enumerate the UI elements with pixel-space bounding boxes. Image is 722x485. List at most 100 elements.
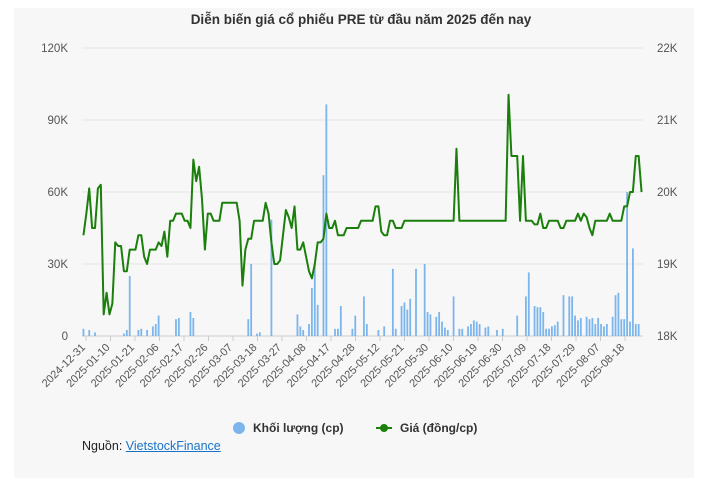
volume-bar	[415, 268, 417, 336]
volume-bar	[94, 332, 96, 336]
volume-bar	[88, 330, 91, 336]
legend-item-volume[interactable]: Khối lượng (cp)	[233, 421, 344, 435]
volume-bar	[579, 318, 582, 336]
volume-bar	[487, 326, 490, 336]
volume-bar	[611, 316, 614, 336]
volume-bar	[140, 328, 143, 336]
right-tick-label: 21K	[657, 115, 678, 127]
volume-bar	[334, 328, 336, 336]
volume-bar	[542, 312, 545, 336]
volume-bar	[605, 324, 608, 336]
volume-bar	[472, 320, 475, 336]
volume-bar	[299, 326, 302, 336]
volume-bar	[426, 312, 429, 336]
volume-bar	[123, 333, 125, 336]
volume-bar	[316, 304, 319, 336]
left-tick-label: 30K	[48, 259, 69, 271]
volume-bar	[258, 332, 261, 336]
volume-bar	[556, 321, 559, 336]
volume-bar	[461, 328, 464, 336]
volume-bar	[634, 324, 637, 336]
volume-bar	[470, 324, 472, 336]
volume-bar	[536, 307, 539, 336]
legend-volume-label: Khối lượng (cp)	[253, 421, 344, 435]
legend-item-price[interactable]: Giá (đồng/cp)	[376, 421, 477, 435]
volume-bar	[270, 219, 273, 336]
x-axis-ticks: 2024-12-312025-01-102025-01-212025-02-06…	[40, 336, 627, 390]
legend-volume-marker	[233, 422, 245, 434]
legend-price-marker	[380, 424, 388, 432]
volume-bar	[475, 321, 478, 336]
volume-bar	[400, 306, 403, 336]
grid-lines	[82, 47, 643, 337]
volume-bar	[151, 326, 154, 336]
volume-bar	[146, 330, 148, 336]
volume-bar	[128, 276, 131, 336]
volume-bar	[524, 296, 527, 336]
volume-bar	[429, 314, 432, 336]
volume-bar	[626, 192, 628, 336]
volume-bar	[588, 319, 591, 336]
volume-bar	[452, 296, 455, 336]
chart-title: Diễn biến giá cổ phiếu PRE từ đầu năm 20…	[190, 12, 532, 27]
volume-bar	[623, 319, 626, 336]
volume-bar	[365, 324, 368, 336]
left-tick-label: 120K	[41, 43, 68, 55]
legend[interactable]: Khối lượng (cp) Giá (đồng/cp)	[233, 421, 477, 435]
volume-bar	[501, 328, 504, 336]
volume-bar	[403, 302, 406, 336]
volume-bar	[545, 328, 548, 336]
volume-bar	[446, 330, 449, 336]
right-axis-ticks: 18K 19K 20K 21K 22K	[657, 43, 678, 343]
volume-bar	[562, 295, 565, 336]
right-tick-label: 22K	[657, 43, 678, 55]
volume-bar	[444, 327, 446, 336]
volume-bar	[585, 316, 588, 336]
source-note: Nguồn: VietstockFinance	[82, 439, 221, 453]
right-tick-label: 18K	[657, 331, 678, 343]
volume-bar	[313, 264, 316, 336]
volume-bar	[423, 264, 426, 336]
price-line	[82, 93, 643, 316]
volume-bar	[568, 296, 571, 336]
volume-bar	[310, 288, 313, 336]
right-tick-label: 19K	[657, 259, 678, 271]
volume-bar	[409, 298, 412, 336]
volume-bar	[322, 175, 325, 336]
volume-bar	[296, 314, 299, 336]
left-tick-label: 0	[62, 331, 68, 343]
volume-bar	[157, 315, 160, 336]
volume-bar	[484, 327, 487, 336]
left-tick-label: 90K	[48, 115, 69, 127]
volume-bar	[551, 326, 553, 336]
volume-bar	[467, 326, 469, 336]
source-link[interactable]: VietstockFinance	[125, 439, 221, 453]
volume-bar	[363, 296, 365, 336]
volume-bar	[631, 248, 634, 336]
price-line-group	[82, 93, 643, 316]
volume-bar	[591, 318, 594, 336]
volume-bar	[620, 319, 623, 336]
volume-bar	[154, 324, 157, 336]
volume-bar	[383, 326, 386, 336]
volume-bar	[629, 321, 631, 336]
volume-bar	[614, 295, 617, 336]
volume-bar	[308, 324, 310, 336]
volume-bar	[339, 306, 342, 336]
volume-bar	[441, 321, 443, 336]
volume-bar	[302, 330, 305, 336]
volume-bar	[394, 328, 397, 336]
volume-bar	[571, 296, 574, 336]
chart-card	[14, 8, 694, 478]
volume-bar	[177, 318, 180, 336]
volume-bar	[516, 315, 519, 336]
volume-bar	[597, 318, 600, 336]
volume-bar	[391, 268, 394, 336]
left-axis-ticks: 0 30K 60K 90K 120K	[41, 43, 68, 343]
volume-bar	[406, 309, 409, 336]
volume-bar	[354, 315, 357, 336]
volume-bar	[577, 320, 579, 336]
volume-bar	[594, 324, 597, 336]
volume-bar	[256, 333, 258, 336]
